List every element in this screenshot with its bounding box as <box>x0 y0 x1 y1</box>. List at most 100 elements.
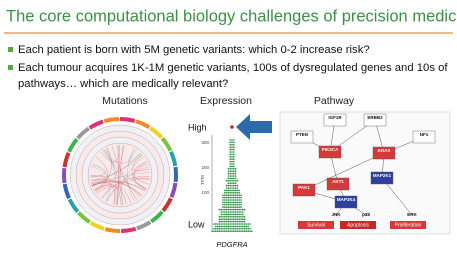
swarm-point <box>236 223 239 225</box>
swarm-point <box>234 177 237 180</box>
swarm-point <box>227 194 230 196</box>
swarm-point <box>231 211 233 213</box>
swarm-point <box>231 220 233 223</box>
swarm-point <box>243 218 246 220</box>
swarm-point <box>229 204 231 206</box>
swarm-point <box>229 211 231 213</box>
swarm-point <box>231 168 233 170</box>
high-label: High <box>188 122 207 132</box>
circos-link <box>101 145 125 200</box>
swarm-point <box>222 220 224 223</box>
swarm-point <box>234 216 237 218</box>
swarm-point <box>220 213 222 216</box>
bullet-line: pathways… which are medically relevant? <box>18 78 228 90</box>
outcome-label: Proliferation <box>395 222 422 228</box>
swarm-point <box>236 230 239 232</box>
swarm-point <box>233 141 235 144</box>
swarm-point <box>245 223 248 225</box>
swarm-point <box>234 192 237 194</box>
circos-link <box>91 181 146 192</box>
swarm-point <box>240 194 242 196</box>
swarm-point <box>225 189 228 192</box>
highlight-point <box>230 125 234 129</box>
swarm-point <box>229 228 231 230</box>
chromosome-band <box>121 226 137 233</box>
node-label: MAP2K1 <box>373 173 392 178</box>
swarm-point <box>231 192 233 194</box>
swarm-point <box>238 194 240 196</box>
node-label: PTEN <box>296 132 308 137</box>
bullet-marker <box>8 47 13 52</box>
swarm-point <box>231 206 233 208</box>
swarm-point <box>227 168 230 170</box>
swarm-point <box>234 199 237 201</box>
swarm-point <box>233 146 235 148</box>
swarm-point <box>229 170 231 172</box>
swarm-point <box>234 228 237 230</box>
chromosome-band <box>135 119 151 129</box>
swarm-point <box>229 175 231 177</box>
swarm-point <box>234 223 237 225</box>
swarm-point <box>236 192 239 194</box>
swarm-point <box>227 172 230 175</box>
swarm-point <box>225 211 228 213</box>
swarm-point <box>233 187 235 189</box>
swarm-point <box>224 218 226 220</box>
swarm-point <box>227 189 230 192</box>
swarm-point <box>231 160 233 163</box>
swarm-point <box>242 225 244 228</box>
swarm-point <box>225 187 228 189</box>
bullet-line: Each tumour acquires 1K-1M genetic varia… <box>18 62 451 74</box>
swarm-point <box>227 199 230 201</box>
swarm-point <box>231 182 233 184</box>
swarm-point <box>227 182 230 184</box>
swarm-point <box>215 228 217 230</box>
swarm-point <box>234 194 237 196</box>
swarm-point <box>231 156 233 158</box>
swarm-point <box>242 216 244 218</box>
swarm-point <box>236 220 239 223</box>
swarm-point <box>229 168 231 170</box>
swarm-point <box>233 180 235 182</box>
swarm-point <box>225 196 228 199</box>
swarm-point <box>227 213 230 216</box>
circos-link <box>90 163 106 178</box>
swarm-point <box>231 194 233 196</box>
swarm-point <box>238 216 240 218</box>
circos-link <box>115 145 124 205</box>
circos-link <box>133 161 150 172</box>
swarm-point <box>231 146 233 148</box>
circos-link <box>91 153 141 184</box>
swarm-point <box>216 225 219 228</box>
swarm-point <box>224 223 226 225</box>
swarm-point <box>222 216 224 218</box>
swarm-point <box>231 187 233 189</box>
slide-title: The core computational biology challenge… <box>6 7 457 25</box>
pathway-diagram: IGF1R ERBB2 PTEN NF1 PIK3CA KRAS MAP2K1 AKT1 PAK… <box>279 111 451 235</box>
swarm-point <box>233 192 235 194</box>
swarm-point <box>233 223 235 225</box>
swarm-point <box>231 153 233 156</box>
swarm-point <box>227 230 230 232</box>
swarm-point <box>224 206 226 208</box>
swarm-point <box>233 182 235 184</box>
swarm-point <box>229 194 231 196</box>
swarm-point <box>234 189 237 192</box>
pathway-node <box>334 195 358 209</box>
swarm-point <box>225 180 228 182</box>
axis-title: TPM <box>200 175 205 185</box>
swarm-point <box>240 223 242 225</box>
swarm-point <box>234 220 237 223</box>
swarm-point <box>233 151 235 153</box>
pathway-node <box>292 183 316 197</box>
swarm-point <box>224 194 226 196</box>
panel-label: Pathway <box>314 95 355 107</box>
chromosome-band <box>169 150 178 167</box>
swarm-point <box>229 139 231 141</box>
swarm-point <box>231 144 233 146</box>
swarm-point <box>231 218 233 220</box>
swarm-point <box>236 187 239 189</box>
swarm-point <box>229 184 231 187</box>
swarm-point <box>227 218 230 220</box>
